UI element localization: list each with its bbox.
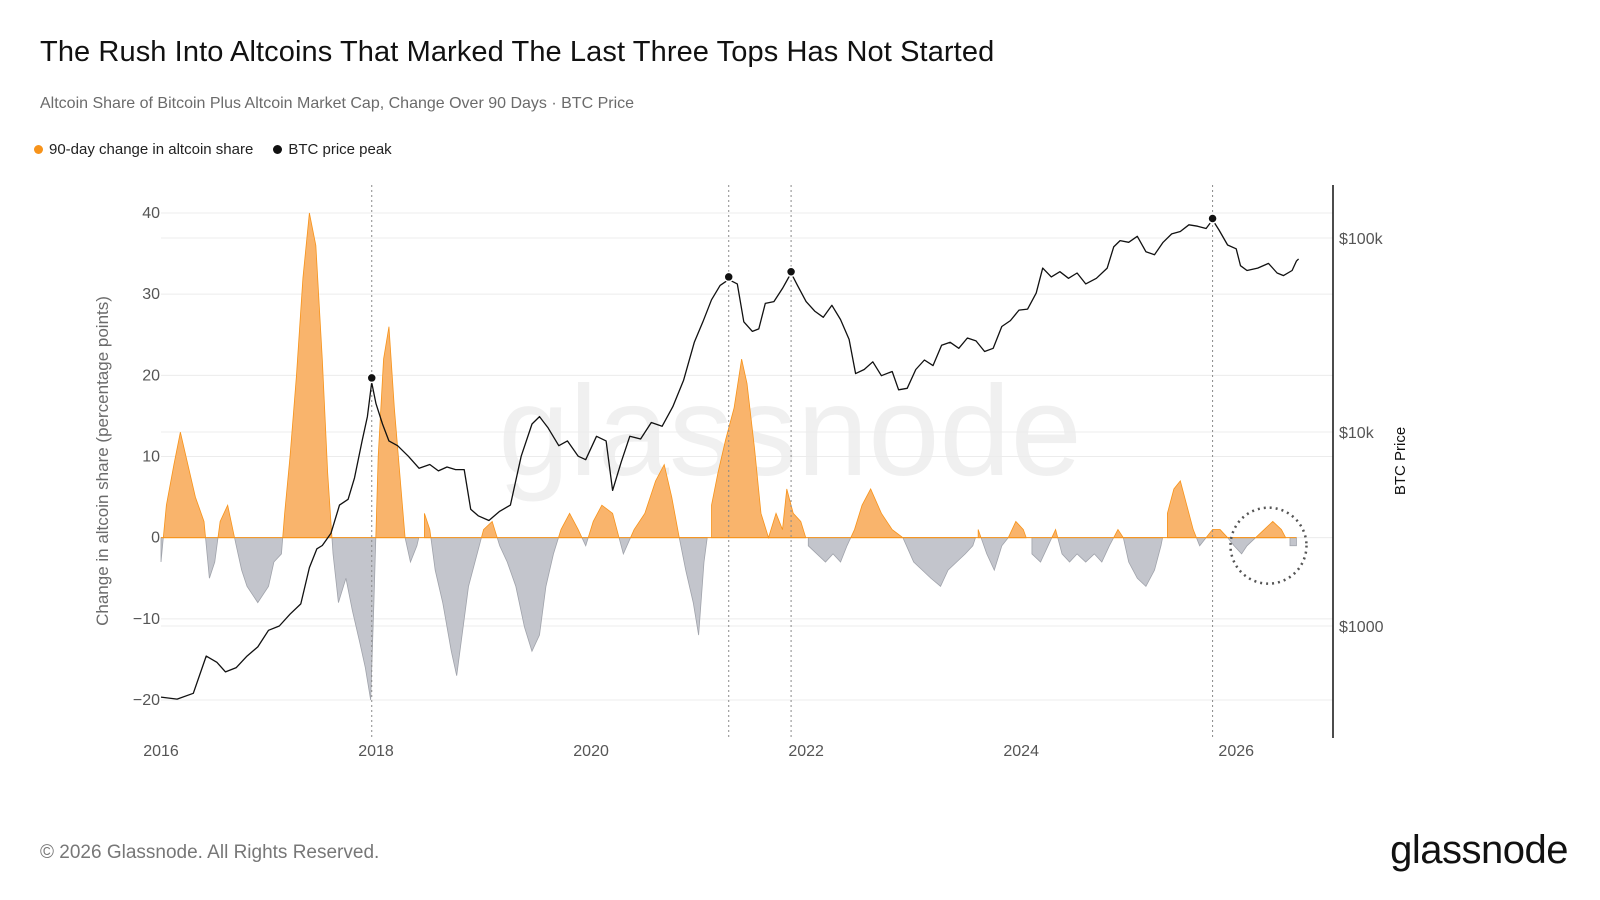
legend-label: 90-day change in altcoin share — [49, 141, 254, 158]
btc-price-path — [160, 219, 1300, 700]
x-tick-label: 2020 — [573, 743, 609, 760]
chart-title: The Rush Into Altcoins That Marked The L… — [40, 36, 995, 68]
left-tick-label: 10 — [142, 449, 160, 466]
altcoin-share-area — [160, 212, 1297, 701]
x-tick-label: 2024 — [1003, 743, 1039, 760]
left-tick-label: 30 — [142, 286, 160, 303]
x-tick-label: 2022 — [788, 743, 824, 760]
left-axis-label: Change in altcoin share (percentage poin… — [93, 296, 112, 626]
x-axis-ticks: 2016 2018 2020 2022 2024 2026 — [143, 743, 1254, 760]
left-tick-label: 20 — [142, 367, 160, 384]
price-peak-dot — [785, 266, 797, 277]
x-tick-label: 2026 — [1218, 743, 1254, 760]
right-tick-label: $1000 — [1339, 619, 1384, 636]
btc-price-peaks — [366, 213, 1218, 384]
left-tick-label: 0 — [151, 530, 160, 547]
footer-copyright: © 2026 Glassnode. All Rights Reserved. — [40, 842, 380, 863]
right-tick-label: $100k — [1339, 231, 1384, 248]
right-axis-label: BTC Price — [1392, 427, 1409, 495]
chart-subtitle: Altcoin Share of Bitcoin Plus Altcoin Ma… — [40, 95, 635, 112]
left-axis-ticks: 40 30 20 10 0 −10 −20 — [133, 205, 160, 709]
brand-logo[interactable]: glassnode — [1390, 828, 1568, 872]
left-tick-label: 40 — [142, 205, 160, 222]
x-tick-label: 2018 — [358, 743, 394, 760]
left-tick-label: −20 — [133, 692, 160, 709]
legend-dot-icon — [34, 145, 43, 154]
legend-item-btc-peak[interactable]: BTC price peak — [273, 141, 392, 158]
price-peak-dot — [366, 372, 377, 384]
price-peak-dot — [1207, 213, 1218, 224]
btc-price-line — [160, 219, 1300, 700]
positive-area — [162, 212, 1287, 540]
left-tick-label: −10 — [133, 611, 160, 628]
peak-vlines — [371, 185, 1214, 738]
legend: 90-day change in altcoin share BTC price… — [34, 141, 392, 158]
highlight-ring — [1229, 506, 1308, 585]
x-tick-label: 2016 — [143, 743, 179, 760]
price-peak-dot — [723, 271, 734, 283]
highlight-circle — [1229, 506, 1308, 585]
legend-dot-icon — [273, 145, 283, 154]
right-tick-label: $10k — [1339, 425, 1375, 442]
right-axis-ticks: $100k $10k $1000 — [1339, 231, 1384, 636]
legend-label: BTC price peak — [288, 141, 392, 158]
legend-item-altcoin-share[interactable]: 90-day change in altcoin share — [34, 141, 253, 158]
